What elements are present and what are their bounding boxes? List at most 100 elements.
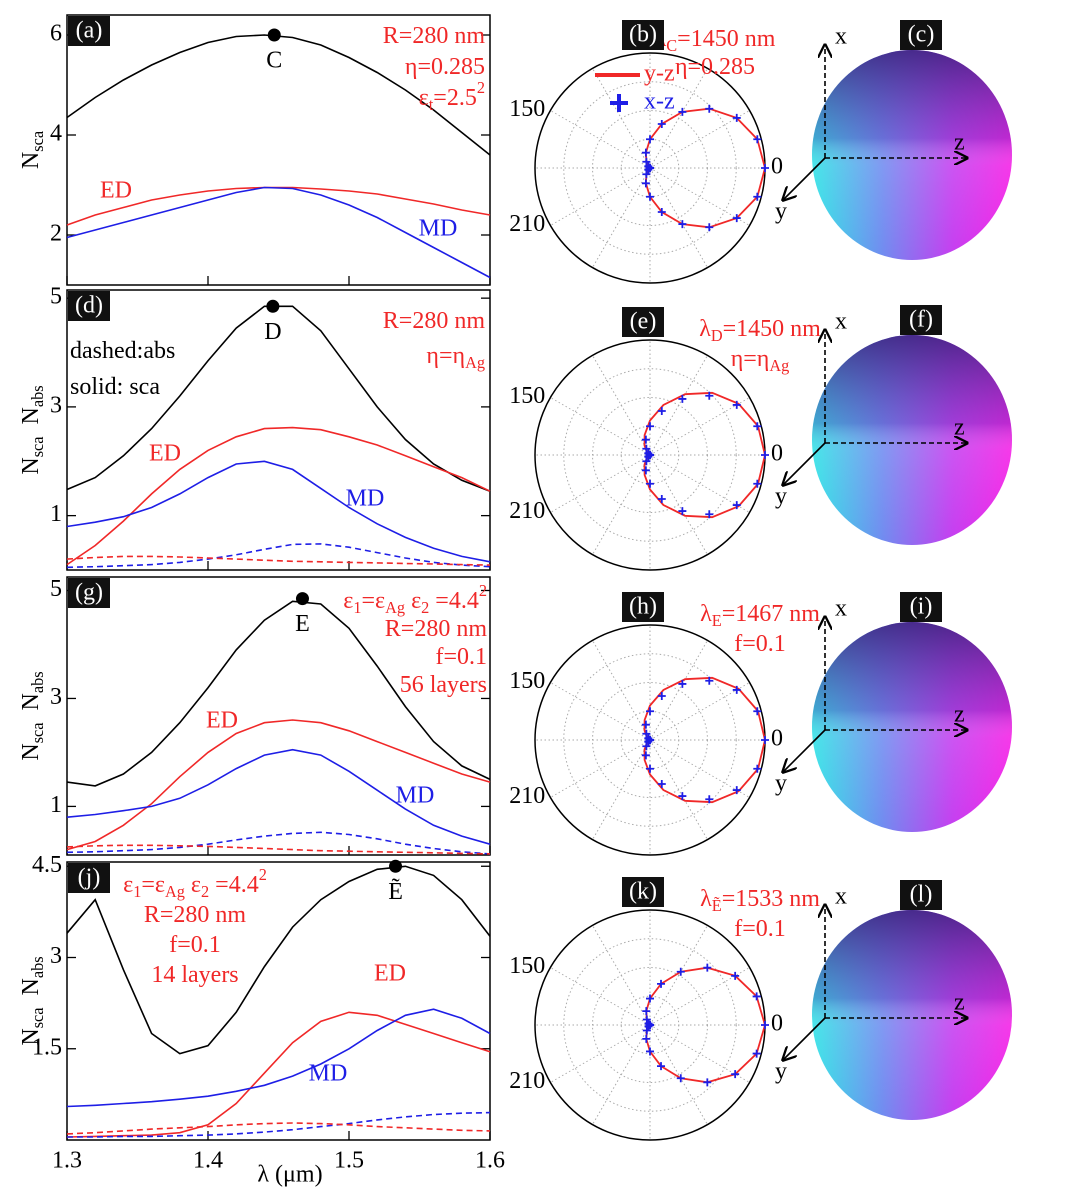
polar-point [732,501,741,510]
point-label: C [266,48,282,74]
series-line [66,1008,491,1108]
text-part: R=280 nm [144,902,247,928]
text-part: 14 layers [151,962,238,988]
x-tick-label: 1.4 [193,1148,223,1174]
theta-grid [649,397,750,456]
polar-point [642,742,651,751]
polar-point [642,444,651,453]
polar-point [642,457,651,466]
theta-label: 210 [509,498,545,524]
panel-label: (c) [908,22,935,48]
series-label: MD [419,216,458,242]
text-part: ε [185,872,201,898]
text-part: ε [419,85,429,111]
y-tick-label: 1 [50,792,62,818]
polar-point [644,737,653,746]
annotation: 56 layers [400,672,487,698]
panel-label-box [622,877,664,907]
y-tick-label: 2 [50,221,62,247]
peak-point [389,859,403,873]
y-tick-label: 5 [50,576,62,602]
polar-point [642,729,651,738]
text-part: ε [123,872,133,898]
polar-point [645,451,654,460]
polar-point [678,220,687,229]
annotation: λD=1450 nm [699,316,821,345]
polar-point [645,164,654,173]
theta-grid [649,739,750,798]
polar-point [646,764,654,773]
axis-label: z [954,415,965,441]
annotation: R=280 nm [144,902,247,928]
polar-point [705,391,714,400]
text-part: R=280 nm [385,616,488,642]
text-part: =ε [362,588,386,614]
polar-point [641,751,650,760]
series-label: ED [149,441,181,467]
text-part: N [18,407,44,436]
axis-arrow [783,1017,826,1060]
text-part: 2 [477,78,485,97]
text-part: Ag [465,353,485,372]
series-label: MD [396,783,435,809]
polar-point [678,107,687,116]
series-line [66,748,491,845]
series-line [66,555,491,566]
polar-point [641,179,650,188]
polar-point [642,1015,651,1024]
theta-grid [550,167,651,226]
polar-point [761,164,769,172]
x-axis-label: λ (μm) [257,1162,322,1188]
polar-point [705,676,714,685]
annotation: η=ηAg [426,343,485,372]
text-part: solid: sca [70,374,160,400]
annotation: ε1=εAg ε2 =4.42 [343,581,487,617]
annotation: εt=2.52 [419,78,485,114]
polar-point [646,479,654,488]
text-part: =1450 nm [723,316,822,342]
polar-point [703,1078,712,1087]
y-tick-label: 1 [50,501,62,527]
polar-point [641,720,650,729]
r-grid [563,938,737,1112]
text-part: f=0.1 [734,631,786,657]
text-part: t [429,95,434,114]
polar-point [753,707,762,716]
legend-label: y-z [644,61,675,87]
panel-label: (a) [76,18,103,44]
theta-grid [592,739,651,840]
series-line [66,865,491,1055]
y-tick-label: 3 [50,943,62,969]
text-part: =4.4 [209,872,259,898]
polar-point [705,510,714,519]
text-part: D [711,326,723,345]
theta-grid [649,682,750,741]
sphere-shade [812,50,1012,260]
polar-point [645,736,654,745]
annotation: f=0.1 [169,932,221,958]
annotation: λẼ=1533 nm [700,886,820,915]
text-part: abs [28,671,47,693]
polar-point [657,692,666,701]
theta-label: 150 [509,383,545,409]
axis-label: y [775,199,787,225]
annotation: dashed:abs [70,338,175,364]
text-part: Ag [769,356,789,375]
text-part: λ [700,886,712,912]
panel-label: (e) [630,309,657,335]
polar-point [678,394,687,403]
theta-grid [550,739,651,798]
polar-point [646,994,654,1003]
polar-point [657,120,666,129]
annotation: f=0.1 [734,631,786,657]
panel-label: (f) [909,307,933,333]
polar-point [642,1007,651,1016]
theta-label: 0 [771,726,783,752]
x-tick-label: 1.3 [52,1148,82,1174]
text-part: η=0.285 [675,54,755,80]
polar-point [657,979,666,988]
text-part: N [18,978,44,1007]
theta-grid [649,454,708,555]
series-line [66,844,491,855]
